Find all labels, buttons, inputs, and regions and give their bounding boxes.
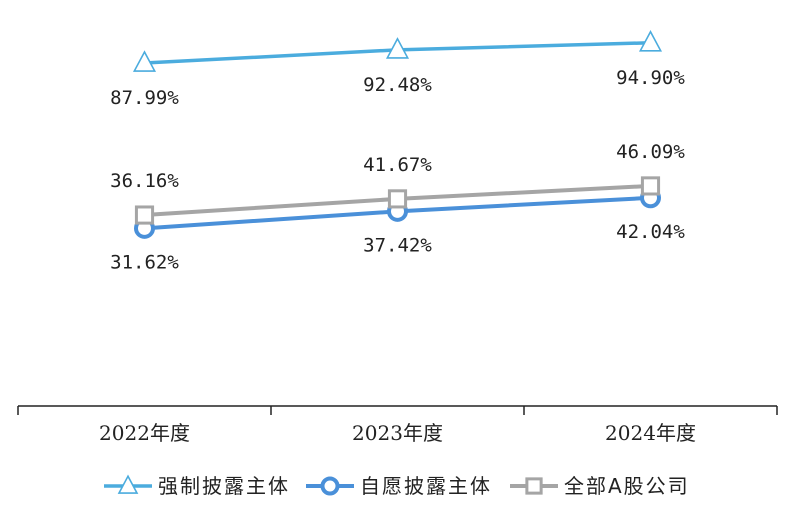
marker-triangle [117,474,139,494]
x-tick-label: 2024年度 [605,421,696,445]
legend: 强制披露主体 自愿披露主体 全部A股公司 [104,474,690,498]
marker-circle [320,476,340,496]
marker-triangle [132,50,157,72]
series-1 [132,29,663,72]
data-label: 41.67% [363,154,432,176]
data-label: 42.04% [616,221,685,243]
legend-label: 全部A股公司 [564,474,690,498]
marker-square [525,477,543,495]
legend-label: 自愿披露主体 [360,474,492,498]
marker-square [640,176,661,196]
data-label: 37.42% [363,234,432,256]
legend-item-3: 全部A股公司 [510,474,690,498]
legend-item-2: 自愿披露主体 [306,474,492,498]
x-tick-label: 2022年度 [99,421,190,445]
x-tick-label: 2023年度 [352,421,443,445]
marker-square [387,189,408,209]
data-label: 92.48% [363,74,432,96]
marker-square [134,205,155,225]
data-label: 36.16% [110,170,179,192]
data-label: 31.62% [110,251,179,273]
legend-label: 强制披露主体 [158,474,290,498]
data-label: 94.90% [616,67,685,89]
data-label: 87.99% [110,87,179,109]
plot-area [132,29,663,239]
marker-triangle [638,29,663,52]
marker-triangle [385,37,410,59]
series-3 [134,176,661,225]
data-labels: 87.99% 92.48% 94.90% 31.62% 37.42% 42.04% 36.1… [110,67,685,274]
legend-item-1: 强制披露主体 [104,474,290,498]
x-axis: 2022年度 2023年度 2024年度 [17,405,778,445]
data-label: 46.09% [616,141,685,163]
